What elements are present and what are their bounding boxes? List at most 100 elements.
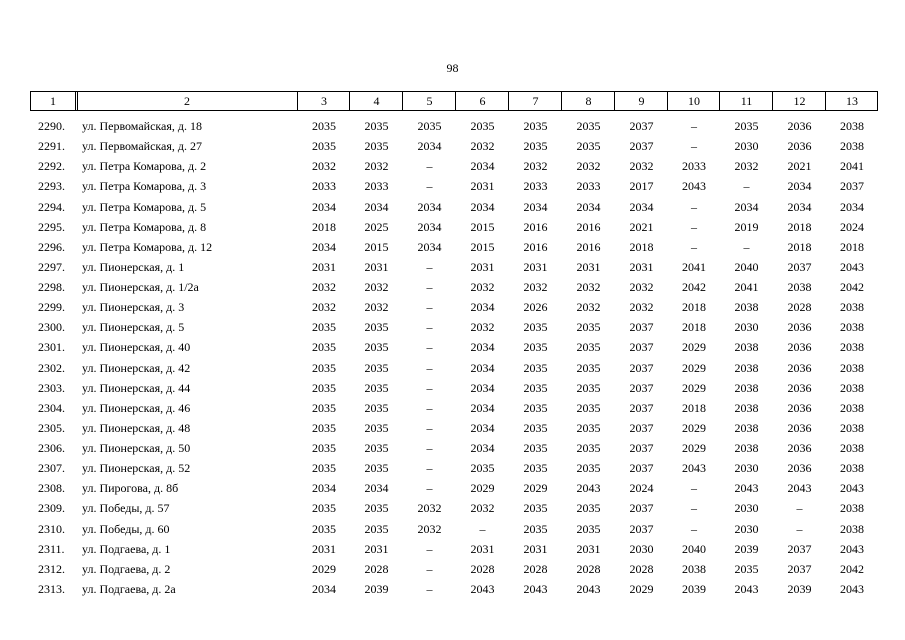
cell: 2030 (629, 541, 654, 556)
cell: 2035 (312, 420, 336, 435)
header-text: 12 (793, 94, 806, 108)
cell: 2035 (312, 461, 336, 476)
row-number: 2302. (38, 360, 65, 375)
header-cell (825, 91, 878, 111)
address: ул. Петра Комарова, д. 8 (82, 219, 207, 234)
cell: 2037 (629, 501, 654, 516)
cell: 2032 (576, 280, 601, 295)
cell: 2043 (734, 581, 759, 596)
cell: 2034 (576, 199, 601, 214)
header-text: 4 (373, 94, 380, 108)
cell: 2024 (840, 219, 864, 234)
cell: 2032 (364, 159, 389, 174)
cell: 2031 (312, 541, 336, 556)
cell: 2043 (682, 461, 706, 476)
address: ул. Пионерская, д. 1/2а (82, 280, 199, 295)
cell: 2034 (417, 199, 442, 214)
cell: 2029 (470, 481, 495, 496)
address: ул. Первомайская, д. 27 (82, 139, 202, 154)
address: ул. Пионерская, д. 52 (82, 461, 191, 476)
cell: 2034 (417, 239, 442, 254)
cell: 2035 (417, 119, 442, 133)
cell: 2038 (734, 420, 759, 435)
cell: 2035 (364, 380, 389, 395)
cell: 2036 (787, 139, 812, 154)
cell: 2038 (734, 340, 759, 355)
cell: 2031 (523, 541, 548, 556)
cell: 2035 (523, 400, 548, 415)
cell: 2034 (417, 219, 442, 234)
address: ул. Пионерская, д. 40 (82, 340, 191, 355)
cell: 2028 (470, 561, 495, 576)
cell: 2028 (787, 300, 812, 315)
cell: – (426, 320, 433, 335)
row-number: 2309. (38, 501, 65, 516)
cell: 2018 (312, 219, 336, 234)
cell: 2037 (629, 119, 654, 133)
cell: – (691, 199, 697, 214)
cell: 2041 (734, 280, 759, 295)
row-number: 2294. (38, 199, 65, 214)
cell: 2042 (682, 280, 706, 295)
cell: 2031 (312, 259, 336, 274)
cell: 2035 (523, 320, 548, 335)
cell: 2038 (734, 300, 759, 315)
cell: – (426, 300, 433, 315)
header-text: 7 (532, 94, 539, 108)
cell: – (426, 481, 433, 496)
address: ул. Пионерская, д. 5 (82, 320, 185, 335)
row-number: 2301. (38, 340, 65, 355)
cell: 2042 (840, 561, 864, 576)
cell: 2043 (840, 541, 864, 556)
cell: – (426, 259, 433, 274)
row-number: 2292. (38, 159, 65, 174)
cell: 2031 (470, 541, 495, 556)
cell: 2035 (576, 521, 601, 536)
cell: 2034 (312, 481, 336, 496)
cell: 2035 (576, 139, 601, 154)
row-number: 2313. (38, 581, 65, 596)
address: ул. Пионерская, д. 3 (82, 300, 185, 315)
cell: 2043 (840, 481, 864, 496)
cell: 2036 (787, 441, 812, 456)
cell: – (479, 521, 486, 536)
cell: 2016 (523, 219, 548, 234)
cell: 2038 (840, 461, 864, 476)
cell: 2043 (840, 581, 864, 596)
cell: – (691, 219, 697, 234)
cell: 2035 (312, 320, 336, 335)
cell: 2030 (734, 139, 759, 154)
cell: 2037 (629, 380, 654, 395)
row-number: 2311. (38, 541, 65, 556)
cell: 2037 (629, 340, 654, 355)
cell: 2029 (682, 340, 706, 355)
row-number: 2291. (38, 139, 65, 154)
cell: 2035 (364, 501, 389, 516)
cell: 2025 (364, 219, 389, 234)
cell: 2024 (629, 481, 654, 496)
cell: 2037 (787, 561, 812, 576)
cell: 2043 (523, 581, 548, 596)
cell: 2030 (734, 320, 759, 335)
cell: 2031 (470, 179, 495, 194)
header-text: 8 (585, 94, 592, 108)
cell: 2037 (629, 360, 654, 375)
cell: 2031 (576, 259, 601, 274)
row-number: 2303. (38, 380, 65, 395)
cell: 2035 (364, 420, 389, 435)
cell: 2032 (523, 280, 548, 295)
cell: 2039 (734, 541, 759, 556)
cell: 2035 (523, 139, 548, 154)
cell: 2034 (470, 360, 495, 375)
row-number: 2310. (38, 521, 65, 536)
cell: 2029 (682, 441, 706, 456)
cell: 2035 (576, 441, 601, 456)
cell: 2037 (629, 521, 654, 536)
address: ул. Пионерская, д. 1 (82, 259, 185, 274)
cell: 2035 (523, 461, 548, 476)
cell: 2037 (629, 139, 654, 154)
cell: 2018 (787, 239, 812, 254)
cell: 2035 (364, 340, 389, 355)
cell: 2034 (470, 199, 495, 214)
cell: 2038 (840, 340, 864, 355)
